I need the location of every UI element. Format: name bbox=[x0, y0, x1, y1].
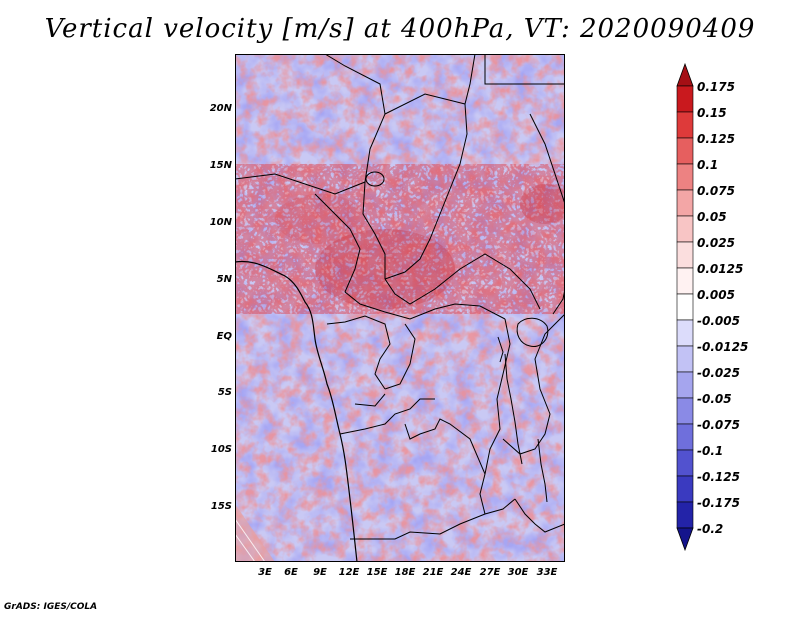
colorbar-label-neg0.125: -0.125 bbox=[697, 470, 740, 484]
lon-label-21e: 21E bbox=[422, 567, 444, 578]
colorbar-label-0.05: 0.05 bbox=[697, 210, 727, 224]
colorbar-swatch-6 bbox=[676, 215, 694, 243]
colorbar-swatch-16 bbox=[676, 475, 694, 503]
colorbar-label-0.005: 0.005 bbox=[697, 288, 735, 302]
border-sudan-south bbox=[384, 253, 541, 310]
colorbar-label-neg0.05: -0.05 bbox=[697, 392, 732, 406]
colorbar-swatch-15 bbox=[676, 449, 694, 477]
colorbar-label-0.15: 0.15 bbox=[697, 106, 727, 120]
lat-label-15n: 15N bbox=[209, 160, 232, 171]
lon-label-3e: 3E bbox=[258, 567, 272, 578]
lake-chad bbox=[365, 171, 385, 187]
colorbar-swatch-2 bbox=[676, 111, 694, 139]
lon-label-12e: 12E bbox=[338, 567, 360, 578]
colorbar-label-neg0.1: -0.1 bbox=[697, 444, 724, 458]
lake-albert-kivu bbox=[497, 336, 504, 363]
border-congo-gabon bbox=[326, 315, 391, 390]
lon-label-27e: 27E bbox=[479, 567, 501, 578]
coastline bbox=[235, 260, 358, 562]
border-drc-east bbox=[484, 318, 511, 475]
border-chad-sudan bbox=[439, 103, 468, 215]
colorbar-label-neg0.005: -0.005 bbox=[697, 314, 740, 328]
border-sudan-eritrea bbox=[529, 113, 565, 205]
colorbar-swatch-11 bbox=[676, 345, 694, 373]
border-egypt-sudan bbox=[484, 54, 565, 85]
lon-label-15e: 15E bbox=[366, 567, 388, 578]
lat-label-10s: 10S bbox=[210, 444, 232, 455]
border-car-chad bbox=[384, 213, 441, 280]
map-plot-area bbox=[235, 54, 565, 562]
colorbar-label-0.175: 0.175 bbox=[697, 80, 735, 94]
lon-label-6e: 6E bbox=[284, 567, 298, 578]
colorbar-label-0.025: 0.025 bbox=[697, 236, 735, 250]
lon-label-9e: 9E bbox=[313, 567, 327, 578]
colorbar-label-neg0.175: -0.175 bbox=[697, 496, 740, 510]
credit-text: GrADS: IGES/COLA bbox=[4, 602, 98, 612]
colorbar-swatch-9 bbox=[676, 293, 694, 321]
colorbar-label-0.1: 0.1 bbox=[697, 158, 719, 172]
colorbar-label-0.075: 0.075 bbox=[697, 184, 735, 198]
border-car-south bbox=[344, 291, 506, 320]
lon-label-30e: 30E bbox=[507, 567, 529, 578]
border-congo-drc bbox=[384, 323, 416, 390]
colorbar-swatch-3 bbox=[676, 137, 694, 165]
colorbar-swatch-5 bbox=[676, 189, 694, 217]
colorbar-label-0.125: 0.125 bbox=[697, 132, 735, 146]
lon-label-33e: 33E bbox=[536, 567, 558, 578]
colorbar-bottom-arrow bbox=[676, 527, 694, 552]
colorbar-swatch-14 bbox=[676, 423, 694, 451]
lake-tanganyika bbox=[504, 353, 523, 465]
velocity-field-map bbox=[235, 54, 565, 562]
colorbar-label-neg0.075: -0.075 bbox=[697, 418, 740, 432]
border-sahel-1 bbox=[235, 173, 366, 195]
lat-label-eq: EQ bbox=[216, 331, 232, 342]
colorbar-label-neg0.2: -0.2 bbox=[697, 522, 724, 536]
colorbar-label-0.0125: 0.0125 bbox=[697, 262, 744, 276]
lat-label-5s: 5S bbox=[217, 387, 232, 398]
colorbar-swatch-17 bbox=[676, 501, 694, 529]
border-zambia-zimbabwe bbox=[514, 498, 565, 533]
border-tanzania bbox=[502, 313, 565, 455]
lat-label-5n: 5N bbox=[216, 274, 232, 285]
colorbar bbox=[676, 62, 694, 552]
lat-label-10n: 10N bbox=[209, 217, 232, 228]
colorbar-swatch-10 bbox=[676, 319, 694, 347]
colorbar-label-neg0.0125: -0.0125 bbox=[697, 340, 749, 354]
border-niger-libya bbox=[324, 54, 386, 183]
colorbar-swatch-1 bbox=[676, 85, 694, 113]
colorbar-swatch-4 bbox=[676, 163, 694, 191]
colorbar-swatch-8 bbox=[676, 267, 694, 295]
map-frame-border bbox=[235, 54, 565, 562]
convective-band bbox=[235, 164, 565, 314]
lon-label-18e: 18E bbox=[394, 567, 416, 578]
border-nigeria-chad bbox=[362, 181, 386, 279]
colorbar-swatch-13 bbox=[676, 397, 694, 425]
colorbar-label-neg0.025: -0.025 bbox=[697, 366, 740, 380]
colorbar-swatch-7 bbox=[676, 241, 694, 269]
lon-label-24e: 24E bbox=[450, 567, 472, 578]
lat-label-15s: 15S bbox=[210, 501, 232, 512]
border-angola-namibia bbox=[350, 498, 516, 540]
southwest-feature bbox=[235, 504, 275, 562]
lake-victoria bbox=[516, 317, 549, 348]
country-borders bbox=[235, 54, 565, 562]
border-nigeria-cameroon bbox=[314, 193, 361, 293]
colorbar-swatch-12 bbox=[676, 371, 694, 399]
map-title: Vertical velocity [m/s] at 400hPa, VT: 2… bbox=[44, 14, 756, 44]
border-drc-zambia bbox=[404, 418, 486, 515]
colorbar-top-arrow bbox=[676, 62, 694, 87]
lat-label-20n: 20N bbox=[209, 103, 232, 114]
lake-malawi bbox=[537, 438, 548, 503]
border-drc-angola bbox=[339, 398, 435, 435]
border-cabinda bbox=[354, 393, 386, 407]
